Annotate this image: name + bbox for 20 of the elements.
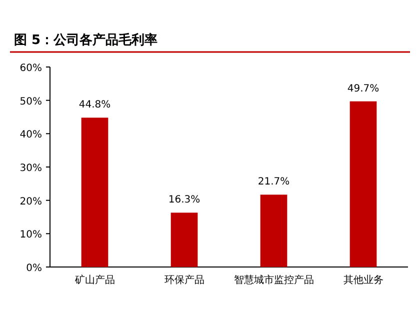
x-tick-label: 矿山产品 (74, 274, 115, 286)
x-tick-label: 环保产品 (164, 274, 204, 286)
y-tick-label: 50% (20, 96, 42, 108)
y-tick-label: 60% (20, 63, 42, 74)
bar (170, 212, 198, 267)
data-label: 44.8% (78, 100, 111, 111)
y-tick-label: 0% (26, 263, 42, 274)
x-tick-label: 智慧城市监控产品 (234, 274, 314, 286)
data-label: 21.7% (258, 176, 290, 188)
chart-title: 图 5：公司各产品毛利率 (14, 32, 158, 48)
bar (81, 118, 108, 267)
y-tick-label: 10% (20, 230, 42, 241)
data-label: 16.3% (168, 194, 200, 206)
bar (350, 101, 377, 267)
y-tick-label: 30% (20, 163, 42, 174)
bar (260, 194, 288, 267)
y-tick-label: 40% (20, 130, 42, 141)
data-label: 49.7% (347, 83, 380, 94)
x-tick-label: 其他业务 (343, 274, 384, 286)
y-tick-label: 20% (20, 196, 42, 208)
